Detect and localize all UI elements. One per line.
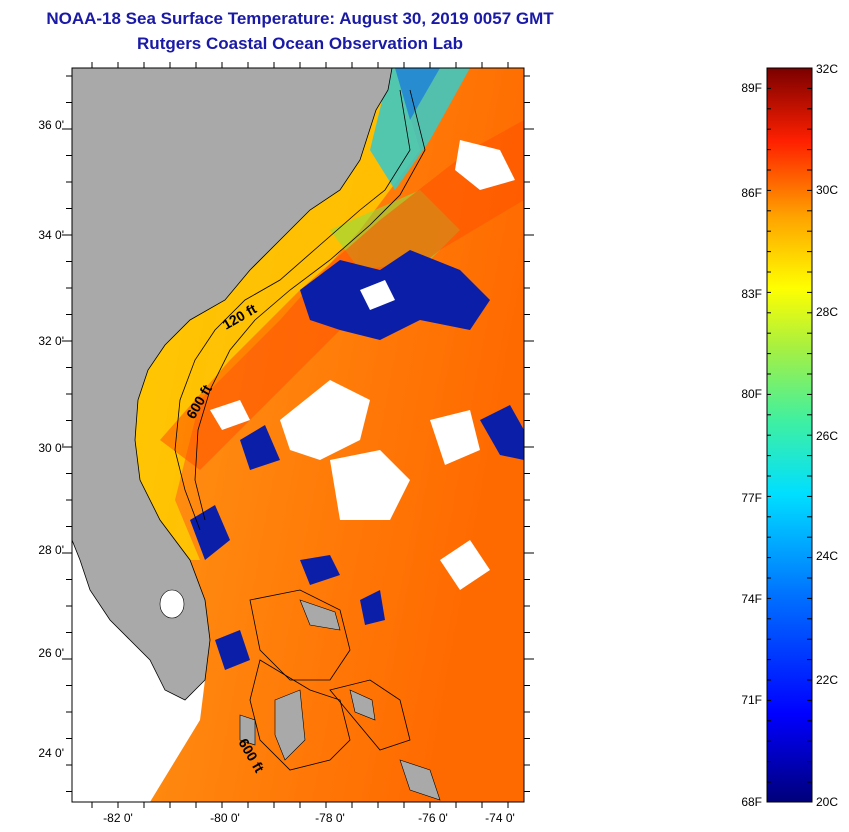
celsius-label: 28C	[816, 305, 838, 319]
lon-label: -74 0'	[485, 811, 515, 825]
map-image: 120 ft 600 ft 600 ft	[72, 68, 524, 802]
fahrenheit-label: 68F	[741, 795, 762, 809]
fahrenheit-label: 74F	[741, 592, 762, 606]
temperature-colorbar: 89F 86F 83F 80F 77F 74F 71F 68F 32C 30C …	[741, 62, 838, 809]
lon-label: -80 0'	[210, 811, 240, 825]
celsius-label: 26C	[816, 429, 838, 443]
celsius-label: 30C	[816, 183, 838, 197]
latitude-labels: 36 0' 34 0' 32 0' 30 0' 28 0' 26 0' 24 0…	[38, 118, 64, 760]
longitude-labels: -82 0' -80 0' -78 0' -76 0' -74 0'	[103, 811, 515, 825]
fahrenheit-label: 86F	[741, 186, 762, 200]
celsius-label: 22C	[816, 673, 838, 687]
fahrenheit-label: 77F	[741, 491, 762, 505]
lat-label: 32 0'	[38, 334, 64, 348]
lat-label: 34 0'	[38, 228, 64, 242]
cold-patches	[190, 250, 524, 670]
fahrenheit-label: 89F	[741, 81, 762, 95]
axis-ticks	[62, 62, 534, 808]
lat-label: 26 0'	[38, 646, 64, 660]
lon-label: -78 0'	[315, 811, 345, 825]
lon-label: -82 0'	[103, 811, 133, 825]
celsius-label: 20C	[816, 795, 838, 809]
fahrenheit-label: 71F	[741, 693, 762, 707]
colorbar-gradient	[766, 67, 813, 803]
fahrenheit-label: 83F	[741, 287, 762, 301]
lat-label: 28 0'	[38, 543, 64, 557]
land-mainland	[72, 68, 393, 701]
map-frame	[71, 67, 525, 803]
lon-label: -76 0'	[418, 811, 448, 825]
lat-label: 30 0'	[38, 441, 64, 455]
colorbar-ticks	[767, 67, 812, 783]
map-subtitle: Rutgers Coastal Ocean Observation Lab	[137, 34, 463, 53]
map-title: NOAA-18 Sea Surface Temperature: August …	[46, 9, 554, 28]
bahamas-islands	[239, 599, 441, 801]
lat-label: 36 0'	[38, 118, 64, 132]
lake-okeechobee	[159, 589, 185, 619]
fahrenheit-label: 80F	[741, 387, 762, 401]
depth-contours	[174, 89, 426, 771]
celsius-label: 24C	[816, 549, 838, 563]
lat-label: 24 0'	[38, 746, 64, 760]
celsius-label: 32C	[816, 62, 838, 76]
